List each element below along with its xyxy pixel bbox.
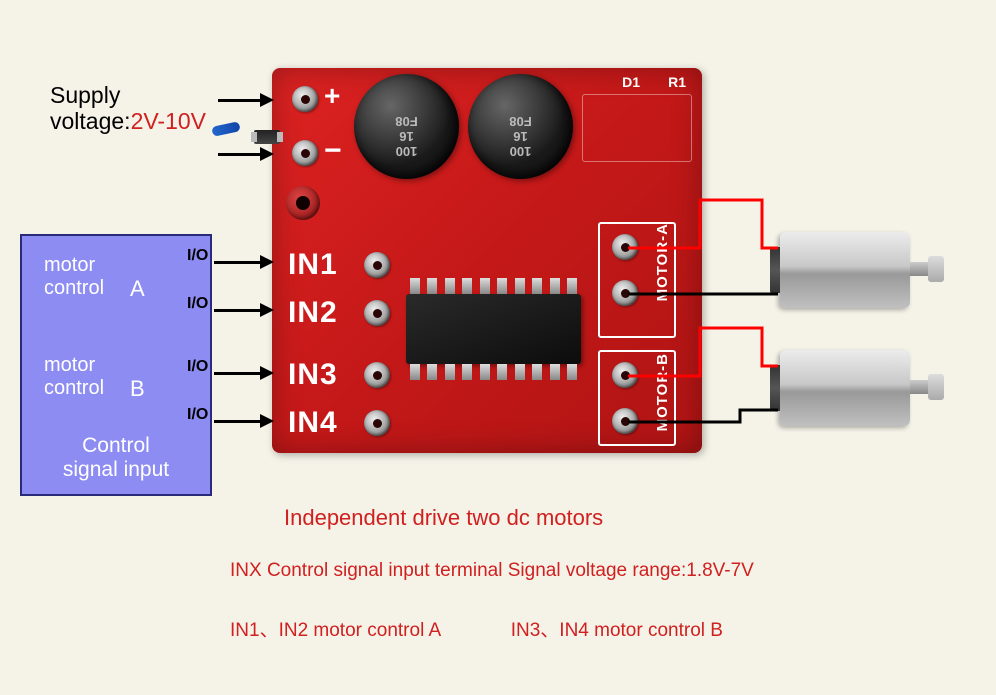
caption-line-3: IN1、IN2 motor control A IN3、IN4 motor co… [230,615,723,642]
wire-overlay [0,0,996,695]
caption-line-1: Independent drive two dc motors [284,505,603,531]
wire-motor-b-black [628,410,778,422]
caption-3b: IN3、IN4 motor control B [511,620,723,641]
wire-motor-a-red [628,200,778,248]
caption-line-2: INX Control signal input terminal Signal… [230,560,754,582]
wire-motor-b-red [628,328,778,376]
caption-3a: IN1、IN2 motor control A [230,620,440,641]
